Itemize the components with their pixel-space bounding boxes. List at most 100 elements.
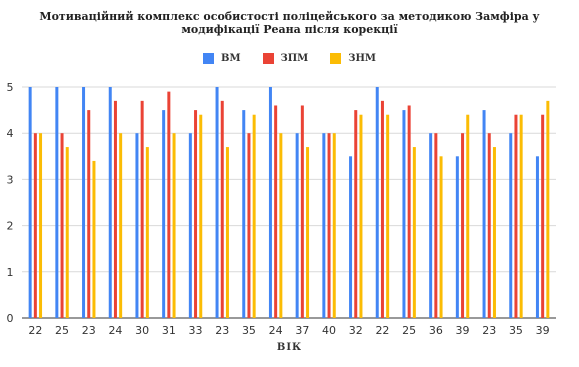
bar bbox=[455, 156, 459, 318]
x-tick-label: 23 bbox=[215, 324, 229, 337]
bar bbox=[225, 147, 229, 318]
bar bbox=[492, 147, 496, 318]
bar bbox=[33, 133, 37, 318]
x-tick-label: 22 bbox=[375, 324, 389, 337]
bar bbox=[113, 100, 117, 318]
x-tick-label: 24 bbox=[108, 324, 122, 337]
bar bbox=[429, 133, 433, 318]
bar bbox=[322, 133, 326, 318]
x-tick-label: 25 bbox=[55, 324, 69, 337]
x-tick-label: 36 bbox=[429, 324, 443, 337]
legend-swatch-zpm bbox=[262, 53, 274, 64]
bar bbox=[332, 133, 336, 318]
bar bbox=[39, 133, 43, 318]
bar bbox=[509, 133, 513, 318]
bar bbox=[466, 114, 470, 318]
x-tick-label: 35 bbox=[509, 324, 523, 337]
bar bbox=[487, 133, 491, 318]
bar bbox=[295, 133, 299, 318]
legend-item-zpm[interactable]: ЗПМ bbox=[262, 53, 309, 64]
bar bbox=[247, 133, 251, 318]
bar bbox=[119, 133, 123, 318]
bar bbox=[407, 105, 411, 318]
bar bbox=[386, 114, 390, 318]
y-tick-label: 4 bbox=[7, 127, 14, 140]
x-axis-label: ВІК bbox=[276, 342, 303, 353]
bar bbox=[215, 87, 219, 318]
legend-item-znm[interactable]: ЗНМ bbox=[330, 53, 376, 64]
bar bbox=[306, 147, 310, 318]
bar bbox=[402, 110, 406, 318]
bar bbox=[349, 156, 353, 318]
x-tick-label: 39 bbox=[536, 324, 550, 337]
chart-title-line-2: модифікації Реана після корекції bbox=[181, 23, 398, 36]
x-tick-label: 39 bbox=[456, 324, 470, 337]
x-tick-label: 31 bbox=[162, 324, 176, 337]
bar bbox=[188, 133, 192, 318]
bar bbox=[354, 110, 358, 318]
bar bbox=[55, 87, 59, 318]
legend-swatch-znm bbox=[330, 53, 342, 64]
legend-label-znm: ЗНМ bbox=[348, 53, 376, 64]
x-tick-label: 22 bbox=[28, 324, 42, 337]
bar bbox=[461, 133, 465, 318]
bar bbox=[252, 114, 256, 318]
chart-title-line-1: Мотиваційний комплекс особистості поліце… bbox=[39, 10, 540, 23]
bar bbox=[380, 100, 384, 318]
bar bbox=[172, 133, 176, 318]
bar bbox=[162, 110, 166, 318]
bar bbox=[375, 87, 379, 318]
bar bbox=[439, 156, 443, 318]
bar bbox=[167, 91, 171, 319]
bar bbox=[274, 105, 278, 318]
bar bbox=[140, 100, 144, 318]
bar bbox=[300, 105, 304, 318]
y-tick-label: 3 bbox=[7, 173, 14, 186]
bar bbox=[434, 133, 438, 318]
bar bbox=[519, 114, 523, 318]
bar bbox=[135, 133, 139, 318]
y-tick-label: 1 bbox=[7, 266, 14, 279]
bar bbox=[108, 87, 112, 318]
bar bbox=[194, 110, 198, 318]
bar bbox=[546, 100, 550, 318]
bar bbox=[279, 133, 283, 318]
bar bbox=[412, 147, 416, 318]
x-tick-label: 23 bbox=[82, 324, 96, 337]
x-tick-label: 40 bbox=[322, 324, 336, 337]
legend: ВМ ЗПМ ЗНМ bbox=[0, 53, 579, 64]
bar bbox=[482, 110, 486, 318]
bar bbox=[145, 147, 149, 318]
y-tick-label: 0 bbox=[7, 312, 14, 325]
bar bbox=[82, 87, 86, 318]
legend-swatch-vm bbox=[203, 53, 214, 64]
x-tick-label: 23 bbox=[482, 324, 496, 337]
bar bbox=[28, 87, 32, 318]
bar bbox=[65, 147, 69, 318]
bar bbox=[220, 100, 224, 318]
bar bbox=[199, 114, 203, 318]
x-tick-label: 32 bbox=[349, 324, 363, 337]
legend-item-vm[interactable]: ВМ bbox=[203, 53, 241, 64]
legend-label-vm: ВМ bbox=[221, 53, 241, 64]
bar bbox=[514, 114, 518, 318]
legend-label-zpm: ЗПМ bbox=[280, 53, 309, 64]
x-tick-label: 37 bbox=[295, 324, 309, 337]
x-tick-label: 24 bbox=[269, 324, 283, 337]
bar bbox=[535, 156, 539, 318]
x-tick-label: 25 bbox=[402, 324, 416, 337]
x-tick-label: 33 bbox=[189, 324, 203, 337]
y-tick-label: 2 bbox=[7, 220, 14, 233]
bar bbox=[268, 87, 272, 318]
y-tick-label: 5 bbox=[7, 81, 14, 94]
bar bbox=[60, 133, 64, 318]
bar bbox=[359, 114, 363, 318]
x-tick-label: 35 bbox=[242, 324, 256, 337]
bar bbox=[87, 110, 91, 318]
x-tick-label: 30 bbox=[135, 324, 149, 337]
bar bbox=[541, 114, 545, 318]
bar bbox=[327, 133, 331, 318]
bar bbox=[92, 160, 96, 318]
